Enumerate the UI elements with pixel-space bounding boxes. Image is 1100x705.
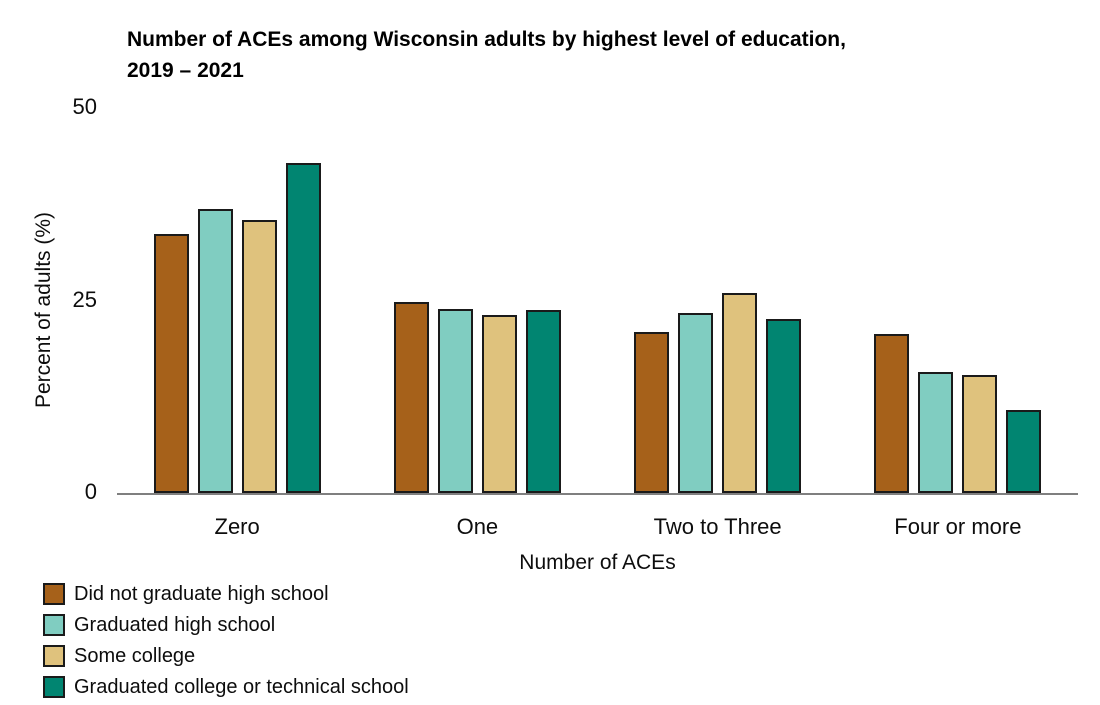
plot-area [117,107,1078,495]
x-axis-title: Number of ACEs [519,551,676,574]
bar-four-or-more [1006,410,1042,493]
bar-four-or-more [874,334,910,493]
legend: Did not graduate high school Graduated h… [43,583,409,698]
bar-group-two-to-three [598,107,838,493]
y-axis-title: Percent of adults (%) [32,211,55,409]
x-axis-label-zero: Zero [214,514,260,539]
bar-four-or-more [962,374,998,493]
legend-swatch-tan-icon [43,645,65,667]
legend-item-graduated-college-or-technical-school: Graduated college or technical school [43,676,409,698]
chart-title: Number of ACEs among Wisconsin adults by… [127,24,846,86]
legend-label: Did not graduate high school [74,583,329,605]
bar-two-to-three [722,293,758,493]
x-axis-label-one: One [456,514,499,539]
chart-title-line1: Number of ACEs among Wisconsin adults by… [127,28,846,51]
legend-swatch-brown-icon [43,583,65,605]
legend-swatch-dark-teal-icon [43,676,65,698]
bar-two-to-three [766,318,802,493]
bar-group-four-or-more [838,107,1078,493]
bar-four-or-more [918,371,954,493]
y-axis-tick-0: 0 [84,479,97,504]
bar-one [437,308,473,493]
bar-one [525,310,561,493]
y-axis-tick-50: 50 [72,94,97,119]
x-axis-label-two-to-three: Two to Three [653,514,782,539]
bar-group-zero [117,107,357,493]
bar-one [393,301,429,493]
x-axis-label-four-or-more: Four or more [894,514,1022,539]
bar-zero [197,208,233,493]
x-axis-labels: Zero One Two to Three Four or more [117,514,1078,540]
chart-title-line2: 2019 – 2021 [127,59,244,82]
legend-label: Graduated high school [74,614,276,636]
bar-one [481,315,517,493]
bar-zero [285,163,321,493]
legend-item-did-not-graduate-high-school: Did not graduate high school [43,583,409,605]
legend-label: Some college [74,645,196,667]
legend-item-some-college: Some college [43,645,409,667]
bar-two-to-three [634,331,670,493]
bar-group-one [357,107,597,493]
legend-swatch-light-teal-icon [43,614,65,636]
bar-zero [241,219,277,493]
bar-zero [153,234,189,493]
bar-two-to-three [678,313,714,493]
y-axis-tick-25: 25 [72,287,97,312]
legend-item-graduated-high-school: Graduated high school [43,614,409,636]
legend-label: Graduated college or technical school [74,676,409,698]
